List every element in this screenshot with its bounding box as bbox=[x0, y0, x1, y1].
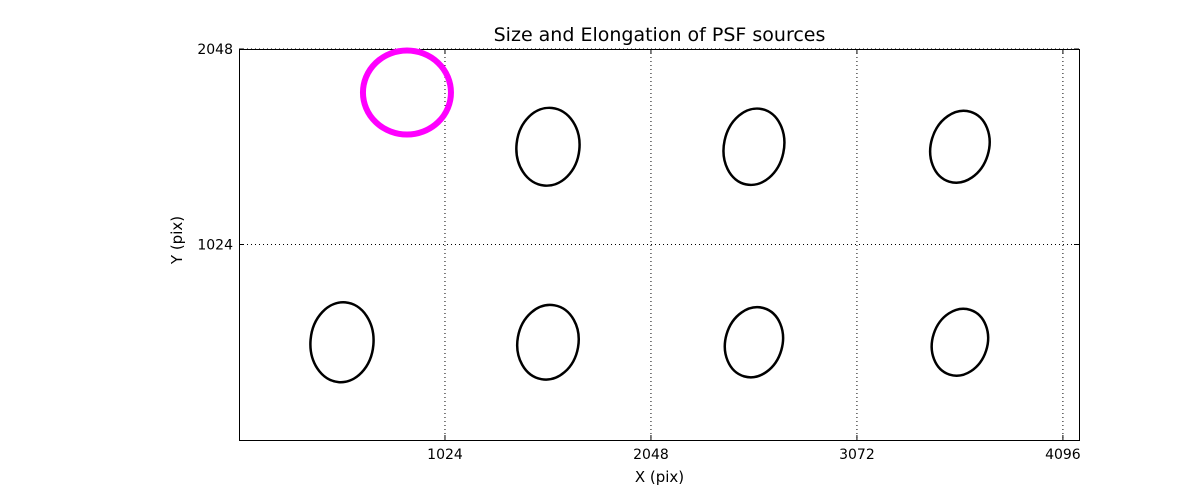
x-tick-label: 2048 bbox=[633, 447, 669, 463]
y-tick-label: 2048 bbox=[197, 42, 233, 58]
y-tick-label: 1024 bbox=[197, 238, 233, 254]
psf-ellipse bbox=[722, 107, 786, 187]
psf-ellipse bbox=[928, 109, 991, 184]
psf-ellipse bbox=[515, 303, 580, 381]
x-axis-label: X (pix) bbox=[634, 468, 685, 486]
y-axis-label: Y (pix) bbox=[168, 215, 186, 265]
x-tick-label: 3072 bbox=[839, 447, 875, 463]
highlighted-source-ellipse bbox=[359, 47, 454, 138]
x-tick-label: 4096 bbox=[1045, 447, 1081, 463]
psf-ellipse bbox=[930, 307, 990, 377]
psf-ellipse bbox=[723, 305, 785, 379]
x-tick-label: 1024 bbox=[427, 447, 463, 463]
psf-ellipse bbox=[309, 301, 375, 384]
chart-title: Size and Elongation of PSF sources bbox=[493, 24, 826, 46]
psf-ellipse bbox=[515, 106, 581, 187]
